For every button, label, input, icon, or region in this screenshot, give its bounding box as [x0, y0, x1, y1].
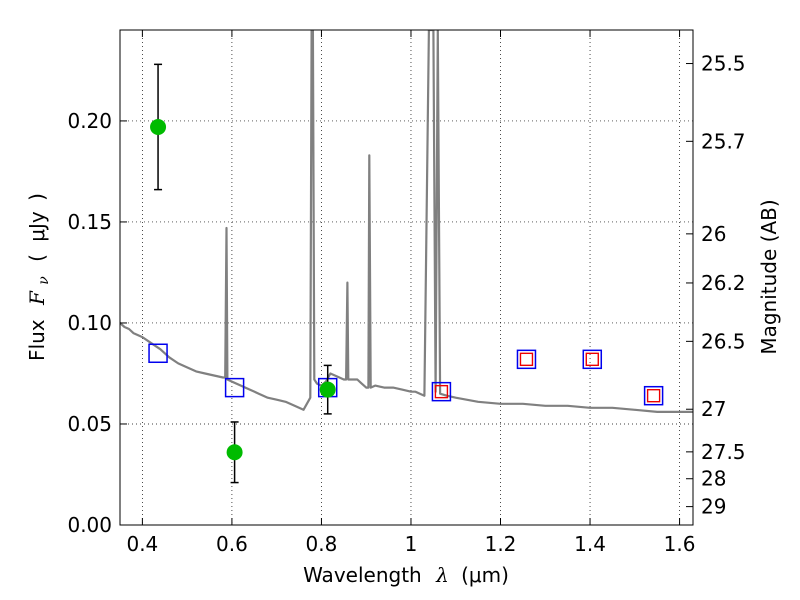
- x-tick-label: 0.8: [306, 532, 338, 556]
- y-axis-label-open: (: [25, 254, 49, 262]
- plot-frame: [119, 29, 694, 526]
- upper-limit-square: [585, 352, 599, 367]
- y-tick-label: 0.20: [67, 109, 112, 133]
- model-photometry-square: [643, 385, 664, 406]
- y-tick-label: 0.10: [67, 311, 112, 335]
- y2-tick-label: 28: [701, 467, 726, 491]
- observed-flux-point: [150, 118, 167, 135]
- x-axis-label-unit: (μm): [461, 563, 509, 587]
- plot-area: [120, 30, 693, 484]
- x-tick-label: 0.4: [126, 532, 158, 556]
- y-axis-label-text: Flux: [25, 319, 49, 361]
- upper-limit-square: [646, 388, 661, 403]
- model-photometry-square: [431, 381, 452, 402]
- y-axis-label-unit: μJy: [25, 211, 49, 242]
- y-axis-label-close: ): [25, 193, 49, 201]
- x-axis-label-text: Wavelength: [303, 563, 422, 587]
- model-photometry-square: [224, 377, 245, 398]
- y2-tick-label: 29: [701, 495, 726, 519]
- x-tick-label: 1: [405, 532, 418, 556]
- plot-background: [120, 30, 693, 525]
- y2-tick-label: 25.7: [701, 129, 746, 153]
- y2-tick-label: 26: [701, 222, 726, 246]
- series-layer: [120, 30, 693, 484]
- y-tick-label: 0.15: [67, 210, 112, 234]
- model-photometry-square: [582, 349, 603, 370]
- upper-limit-square: [519, 352, 534, 367]
- observed-flux-point: [319, 381, 336, 398]
- x-tick-label: 1.6: [664, 532, 696, 556]
- grid-lines: [120, 30, 693, 525]
- y-tick-label: 0.00: [67, 513, 112, 537]
- x-tick-label: 0.6: [216, 532, 248, 556]
- y-axis-label-subscript: ν: [36, 276, 52, 285]
- axis-ticks: 0.4 0.6 0.8 1 1.2 1.4 1.6 0.00 0.05 0.10 0.15 0.20 2…: [67, 30, 746, 556]
- y2-axis-label: Magnitude (AB): [757, 199, 781, 354]
- observed-flux-point: [226, 444, 243, 461]
- x-axis-label-symbol: λ: [435, 563, 449, 587]
- y-tick-label: 0.05: [67, 412, 112, 436]
- model-sed-line: [120, 30, 693, 413]
- y2-tick-label: 27.5: [701, 440, 746, 464]
- y2-tick-label: 26.2: [701, 271, 746, 295]
- y-axis-label: Flux F ν ( μJy ): [25, 193, 53, 361]
- x-tick-label: 1.2: [485, 532, 517, 556]
- model-photometry-square: [148, 343, 168, 364]
- y-axis-label-symbol: F: [25, 290, 49, 306]
- y2-tick-label: 26.5: [701, 329, 746, 353]
- x-tick-label: 1.4: [574, 532, 606, 556]
- x-axis-label: Wavelength λ (μm): [303, 563, 509, 587]
- model-photometry-square: [516, 349, 537, 370]
- upper-limit-square: [434, 384, 449, 399]
- y2-tick-label: 25.5: [701, 52, 746, 76]
- y2-tick-label: 27: [701, 397, 726, 421]
